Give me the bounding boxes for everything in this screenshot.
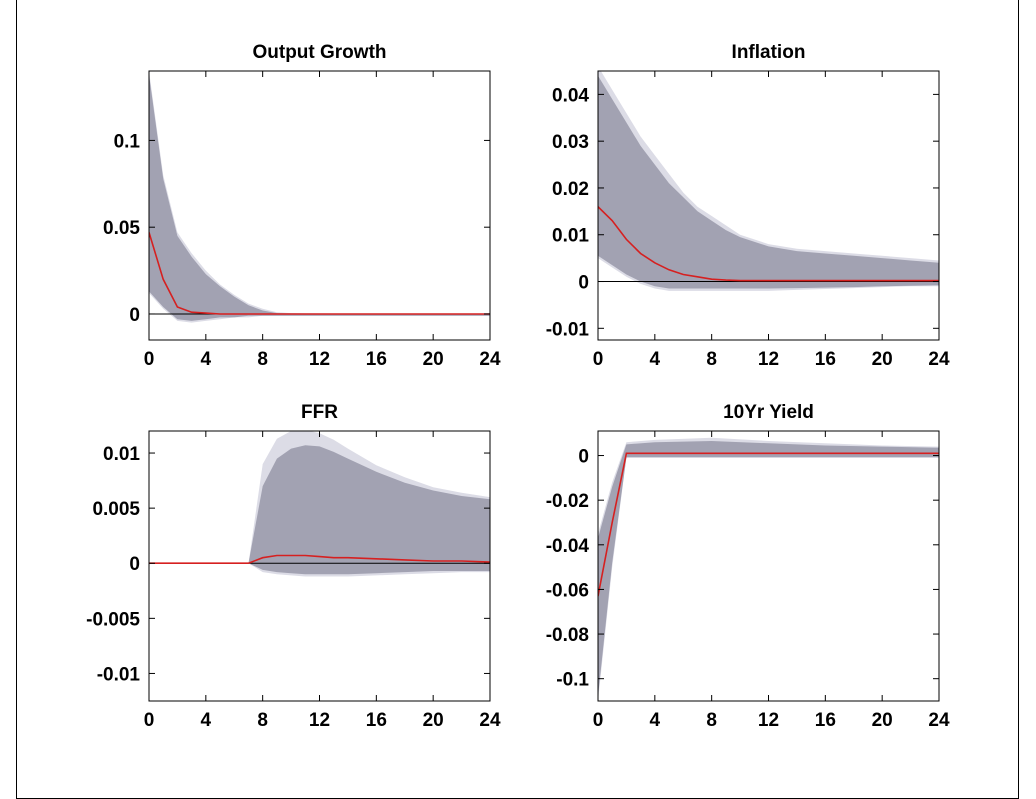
x-tick-label: 16 bbox=[815, 349, 836, 370]
y-tick-label: 0.04 bbox=[552, 85, 589, 106]
y-tick-label: 0.01 bbox=[103, 444, 140, 465]
plot-area bbox=[149, 431, 490, 577]
x-tick-label: 24 bbox=[928, 349, 950, 370]
x-tick-label: 12 bbox=[758, 710, 779, 731]
x-tick-label: 8 bbox=[706, 349, 717, 370]
inner-band bbox=[149, 445, 490, 575]
x-tick-label: 24 bbox=[928, 710, 950, 731]
x-tick-label: 24 bbox=[479, 710, 501, 731]
x-tick-label: 0 bbox=[593, 349, 604, 370]
panel-10yr-yield: 10Yr Yield 0 4 8 12 16 20 24 -0.1 -0.08 -0.06 -0.04… bbox=[546, 402, 950, 731]
x-tick-label: 20 bbox=[423, 349, 444, 370]
inner-band bbox=[598, 75, 939, 289]
x-tick-label: 20 bbox=[423, 710, 444, 731]
inner-band bbox=[149, 74, 490, 321]
y-tick-label: -0.01 bbox=[546, 319, 590, 340]
x-tick-label: 4 bbox=[201, 710, 212, 731]
x-tick-label: 12 bbox=[309, 710, 330, 731]
x-tick-label: 12 bbox=[309, 349, 330, 370]
x-tick-label: 16 bbox=[366, 710, 387, 731]
axes-box bbox=[597, 430, 940, 702]
median-line bbox=[598, 452, 939, 597]
x-tick-label: 0 bbox=[144, 710, 155, 731]
x-tick-label: 8 bbox=[706, 710, 717, 731]
median-line bbox=[149, 554, 490, 565]
y-tick-label: 0 bbox=[129, 554, 140, 575]
x-tick-label: 20 bbox=[872, 349, 893, 370]
x-tick-label: 12 bbox=[758, 349, 779, 370]
plot-area bbox=[598, 71, 939, 291]
y-tick-label: 0.03 bbox=[552, 132, 589, 153]
median-line bbox=[149, 232, 490, 315]
outer-band bbox=[598, 437, 939, 701]
y-tick-label: 0.005 bbox=[92, 499, 140, 520]
y-tick-label: -0.02 bbox=[546, 491, 589, 512]
figure-frame bbox=[16, 0, 1019, 799]
panel-ffr: FFR 0 4 8 12 16 20 24 -0.01 -0.005 0 0.005 0.01 bbox=[86, 402, 501, 731]
y-tick-label: -0.005 bbox=[86, 609, 140, 630]
x-tick-label: 0 bbox=[144, 349, 155, 370]
x-tick-label: 0 bbox=[593, 710, 604, 731]
panel-title: FFR bbox=[301, 402, 338, 423]
y-tick-label: 0.05 bbox=[103, 218, 140, 239]
median-line bbox=[598, 206, 939, 282]
panel-output-growth: Output Growth 0 4 8 12 16 20 24 0 0.05 0.1 bbox=[103, 42, 501, 370]
panel-title: 10Yr Yield bbox=[723, 402, 814, 423]
panel-title: Inflation bbox=[732, 42, 806, 63]
inner-band bbox=[598, 441, 939, 697]
y-tick-label: 0.02 bbox=[552, 179, 589, 200]
y-tick-label: -0.08 bbox=[546, 625, 589, 646]
y-tick-label: -0.04 bbox=[546, 536, 590, 557]
plot-area bbox=[598, 437, 939, 701]
x-tick-label: 16 bbox=[815, 710, 836, 731]
x-tick-label: 20 bbox=[872, 710, 893, 731]
x-tick-label: 4 bbox=[201, 349, 212, 370]
y-tick-label: 0.01 bbox=[552, 226, 589, 247]
y-tick-label: 0.1 bbox=[114, 131, 141, 152]
y-tick-label: 0 bbox=[129, 305, 140, 326]
x-tick-label: 8 bbox=[257, 710, 268, 731]
x-tick-label: 16 bbox=[366, 349, 387, 370]
y-tick-label: -0.01 bbox=[97, 664, 141, 685]
plot-area bbox=[149, 71, 490, 323]
y-tick-label: 0 bbox=[578, 447, 589, 468]
x-tick-label: 24 bbox=[479, 349, 501, 370]
y-tick-label: -0.1 bbox=[556, 670, 589, 691]
y-tick-label: 0 bbox=[578, 273, 589, 294]
x-tick-label: 4 bbox=[650, 349, 661, 370]
panel-title: Output Growth bbox=[252, 42, 386, 63]
y-tick-label: -0.06 bbox=[546, 580, 589, 601]
x-tick-label: 4 bbox=[650, 710, 661, 731]
x-tick-label: 8 bbox=[257, 349, 268, 370]
